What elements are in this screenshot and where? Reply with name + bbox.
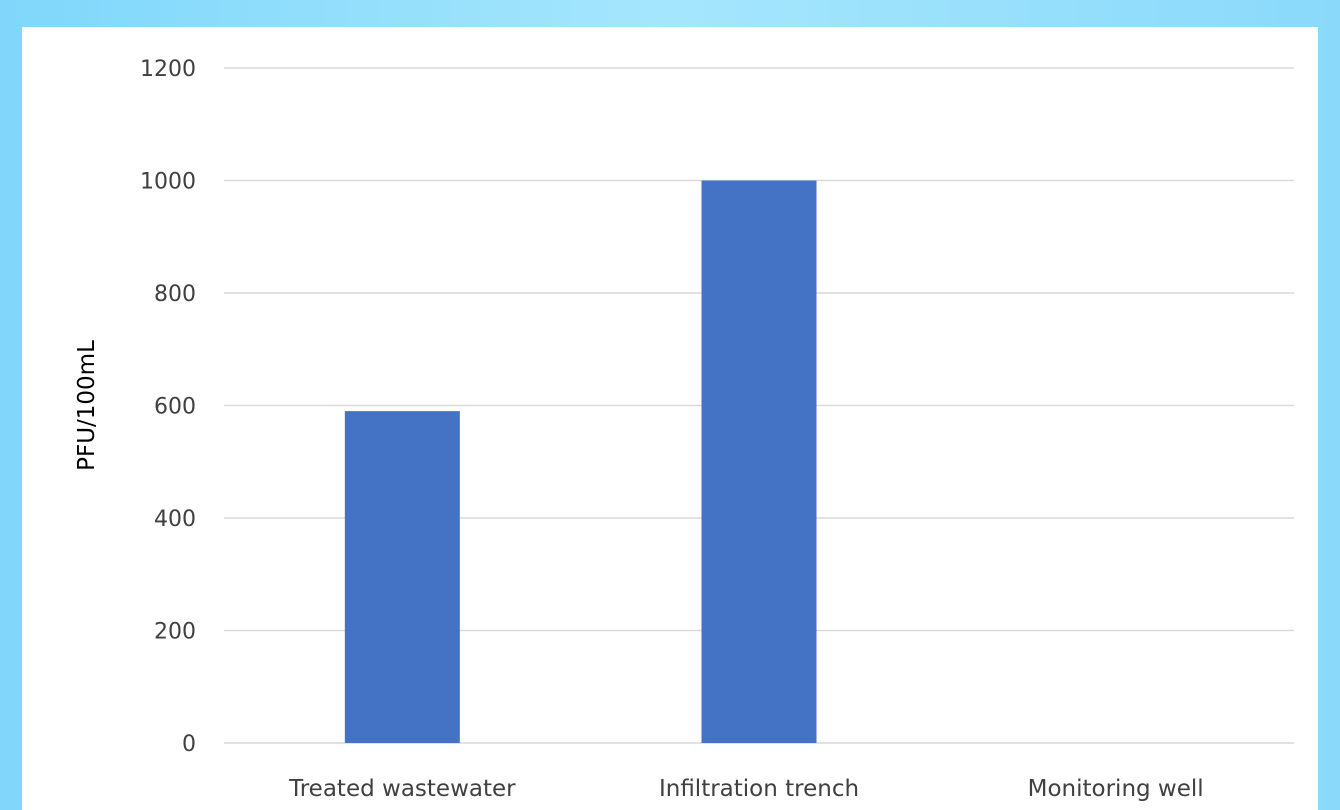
y-tick-label: 200 — [154, 620, 196, 645]
category-label: Infiltration trench — [659, 776, 859, 802]
chart-frame: 0 200 400 600 800 1000 1200 Treated wastewater… — [22, 27, 1318, 810]
y-tick-label: 600 — [154, 395, 196, 420]
y-tick-label: 400 — [154, 507, 196, 532]
y-axis-title: PFU/100mL — [74, 340, 100, 471]
bar — [701, 180, 817, 743]
category-labels: Treated wastewater Infiltration trench Mon… — [288, 776, 1204, 802]
y-tick-label: 800 — [154, 282, 196, 307]
y-tick-label: 1000 — [140, 170, 196, 195]
bar — [344, 411, 460, 743]
bar-chart: 0 200 400 600 800 1000 1200 Treated wastewater… — [74, 57, 1294, 802]
y-tick-labels: 0 200 400 600 800 1000 1200 — [140, 57, 196, 757]
category-label: Treated wastewater — [288, 776, 516, 802]
bars — [344, 180, 817, 743]
y-tick-label: 0 — [182, 732, 196, 757]
y-tick-label: 1200 — [140, 57, 196, 82]
category-label: Monitoring well — [1028, 776, 1204, 802]
